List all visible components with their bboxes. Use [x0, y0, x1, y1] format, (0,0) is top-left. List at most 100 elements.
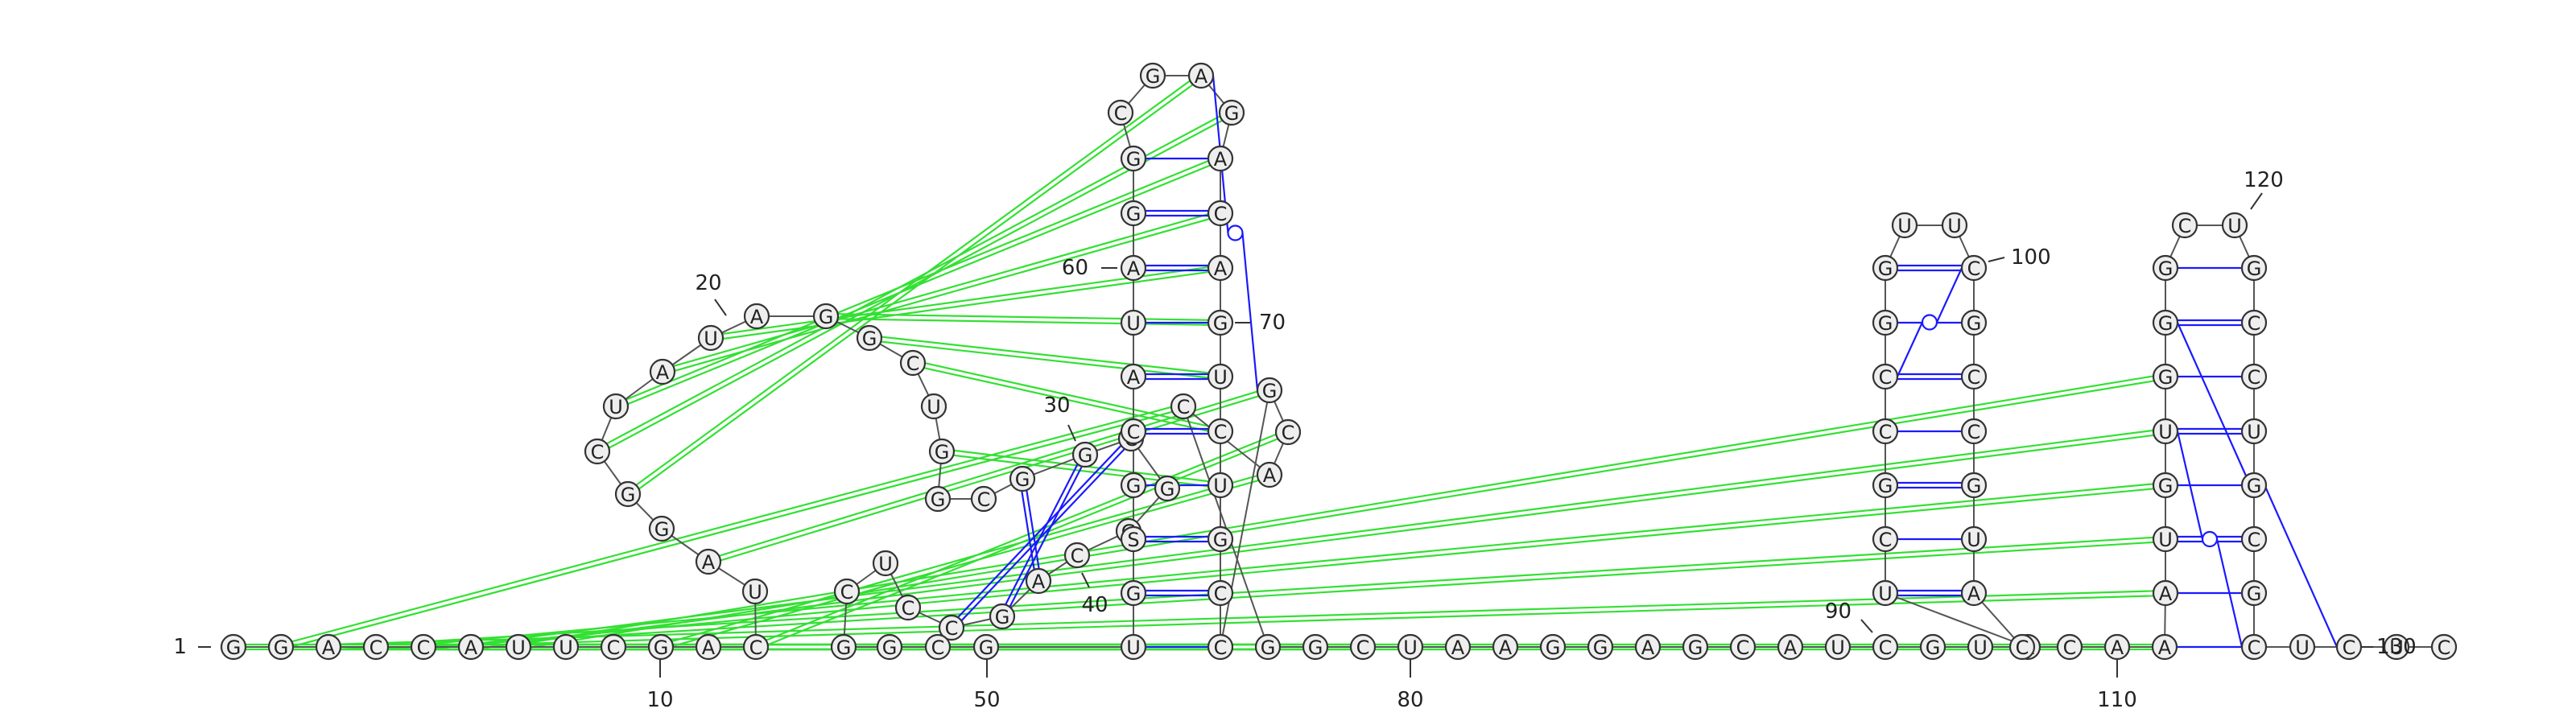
nucleotide-circle: [600, 633, 627, 661]
base-pair-line: [1021, 491, 1035, 570]
nucleotide: U: [1120, 633, 1147, 661]
nucleotide: G: [2152, 254, 2179, 282]
nucleotide-circle: [697, 324, 724, 352]
nucleotide: U: [1824, 633, 1852, 661]
nucleotide: G: [1120, 200, 1147, 227]
nucleotide-circle: [2240, 418, 2268, 445]
nucleotide: G: [1139, 62, 1166, 89]
nucleotide-circle: [2056, 633, 2083, 661]
nucleotide-circle: [1824, 633, 1852, 661]
nucleotide: U: [920, 393, 947, 420]
nucleotide-letter: A: [1195, 65, 1208, 88]
nucleotide: A: [1444, 633, 1472, 661]
nucleotide-circle: [1207, 633, 1234, 661]
nucleotide-letter: C: [2248, 312, 2261, 335]
index-tick: [1081, 572, 1090, 588]
nucleotide: A: [695, 548, 722, 575]
nucleotide-letter: C: [1214, 203, 1228, 225]
nucleotide-letter: C: [1967, 366, 1981, 389]
nucleotide-letter: G: [1926, 637, 1941, 659]
nucleotide-circle: [1256, 377, 1283, 404]
nucleotide-circle: [614, 480, 642, 508]
nucleotide-letter: G: [1967, 475, 1982, 497]
nucleotide-letter: C: [906, 352, 920, 375]
index-label: 80: [1397, 688, 1423, 712]
nucleotide-circle: [647, 633, 675, 661]
nucleotide-circle: [1960, 363, 1988, 390]
nucleotide-circle: [1170, 393, 1197, 420]
nucleotide: U: [2152, 418, 2179, 445]
nucleotide-circle: [1207, 309, 1234, 336]
nucleotide-letter: U: [2389, 637, 2404, 659]
nucleotide-circle: [972, 633, 1000, 661]
nucleotide: G: [1207, 309, 1234, 336]
pseudoknot-line: [614, 155, 1220, 406]
nucleotide-letter: G: [1078, 444, 1093, 467]
nucleotide: A: [1187, 62, 1215, 89]
nucleotide-letter: G: [2247, 258, 2262, 280]
nucleotide: C: [899, 349, 927, 377]
nucleotide: C: [894, 594, 922, 621]
nucleotide: C: [2056, 633, 2083, 661]
nucleotide: A: [1025, 567, 1052, 595]
nucleotide: G: [1919, 633, 1946, 661]
nucleotide: G: [1256, 377, 1283, 404]
nucleotide-letter: U: [1126, 637, 1141, 659]
nucleotide: C: [2171, 212, 2198, 239]
nucleotide: A: [2152, 579, 2179, 607]
nucleotide-letter: C: [945, 617, 959, 640]
nucleotide-letter: U: [1831, 637, 1845, 659]
nucleotide: C: [1872, 633, 1899, 661]
nucleotide-letter: A: [1127, 258, 1141, 280]
index-label: 10: [646, 688, 673, 712]
backbone-segment: [1885, 592, 2029, 648]
nucleotide-circle: [1872, 418, 1899, 445]
nucleotide-circle: [1960, 418, 1988, 445]
nucleotide-letter: C: [1071, 545, 1084, 567]
nucleotide-circle: [1009, 465, 1036, 492]
nucleotide-letter: C: [977, 488, 991, 511]
nucleotide: C: [742, 633, 770, 661]
nucleotide-circle: [1349, 633, 1377, 661]
index-tick: [2250, 192, 2263, 210]
nucleotide-circle: [602, 393, 630, 420]
wobble-pair: [2176, 431, 2244, 648]
nucleotide-letter: C: [840, 581, 854, 604]
nucleotide-letter: C: [2248, 637, 2261, 659]
nucleotide: C: [1207, 579, 1234, 607]
nucleotide-circle: [1777, 633, 1804, 661]
pseudoknot-line: [471, 432, 2166, 651]
nucleotide-circle: [1256, 461, 1283, 488]
nucleotide: A: [2103, 633, 2131, 661]
index-label: 90: [1825, 599, 1852, 624]
nucleotide-letter: G: [1878, 258, 1893, 280]
nucleotide-letter: A: [1127, 366, 1141, 389]
nucleotide-letter: G: [1015, 468, 1030, 491]
wobble-pair-line: [1936, 267, 1963, 323]
nucleotide-letter: A: [1032, 571, 1046, 593]
nucleotide-circle: [362, 633, 390, 661]
pseudoknot-line: [281, 407, 1185, 650]
nucleotide-letter: G: [836, 637, 852, 659]
nucleotide: G: [1302, 633, 1329, 661]
nucleotide-circle: [2383, 633, 2410, 661]
nucleotide-letter: U: [1973, 637, 1988, 659]
nucleotide-letter: A: [1641, 637, 1655, 659]
nucleotide-letter: G: [995, 606, 1010, 628]
pseudoknot-line: [913, 359, 1221, 431]
nucleotide-circle: [812, 303, 840, 330]
nucleotide: A: [1634, 633, 1662, 661]
nucleotide: G: [1872, 254, 1899, 282]
nucleotide: G: [1120, 145, 1147, 172]
nucleotide: G: [972, 633, 1000, 661]
nucleotide-circle: [1539, 633, 1567, 661]
nucleotide-circle: [2289, 633, 2316, 661]
base-pair-line: [957, 445, 1122, 618]
nucleotide-circle: [1587, 633, 1614, 661]
nucleotide: A: [1777, 633, 1804, 661]
nucleotide-letter: G: [979, 637, 994, 659]
nucleotide-letter: U: [748, 581, 762, 604]
pseudoknot-line: [625, 72, 1200, 493]
nucleotide-circle: [1120, 254, 1147, 282]
index-label: 50: [973, 688, 1000, 712]
